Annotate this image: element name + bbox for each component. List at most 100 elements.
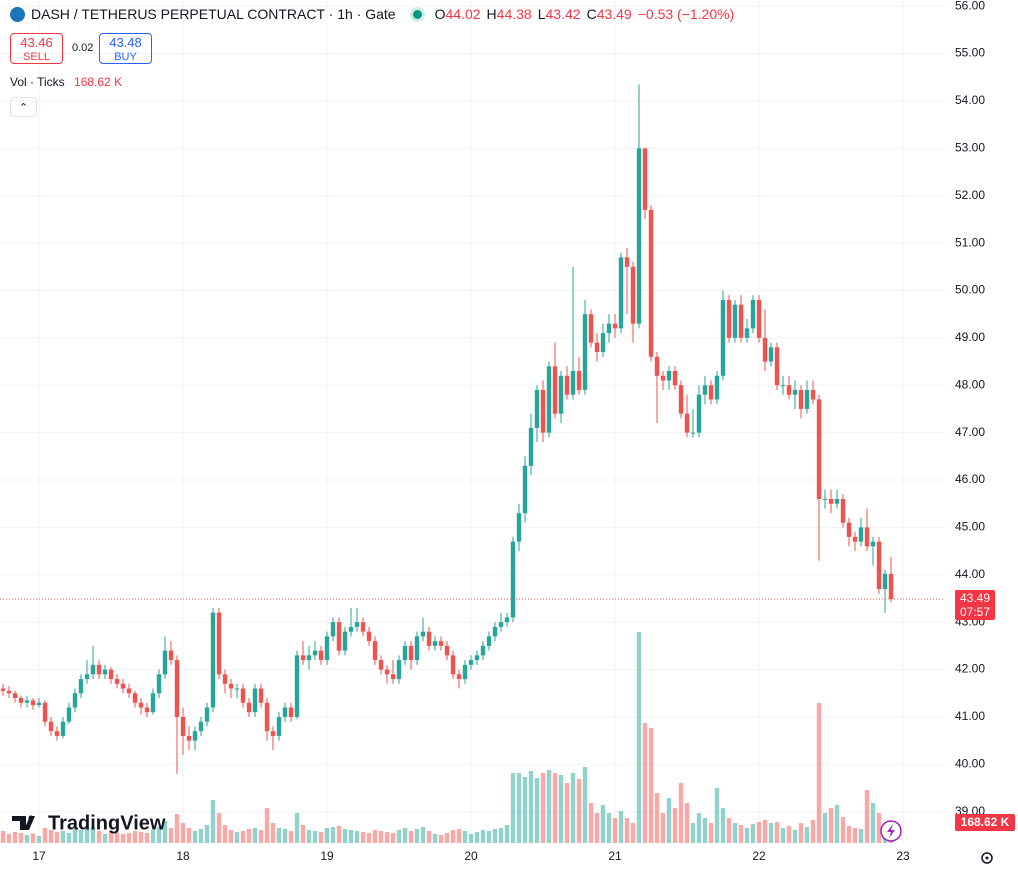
sell-price: 43.46 [20, 35, 53, 50]
volume-bar [636, 632, 642, 843]
candle-body [78, 679, 84, 694]
sell-label: SELL [23, 51, 50, 63]
volume-bar [390, 833, 396, 843]
settings-button[interactable] [981, 852, 993, 864]
volume-bar [342, 829, 348, 843]
candle-body [240, 688, 246, 703]
candle-body [570, 371, 576, 395]
candle-body [180, 716, 186, 736]
volume-title: Vol · Ticks [10, 75, 65, 89]
volume-bar [96, 831, 102, 843]
settings-icon [985, 856, 989, 860]
candle-body [186, 735, 192, 741]
volume-bar [804, 827, 810, 843]
volume-bar [300, 825, 306, 843]
buy-button[interactable]: 43.48 BUY [99, 33, 152, 64]
volume-bar [828, 808, 834, 843]
volume-bar [54, 832, 60, 843]
candle-body [786, 385, 792, 395]
volume-bar [684, 803, 690, 843]
volume-bar [366, 833, 372, 843]
candle-body [486, 636, 492, 646]
candle-body [750, 299, 756, 329]
buy-label: BUY [114, 51, 137, 63]
candle-body [792, 389, 798, 395]
candle-body [156, 674, 162, 694]
volume-bar [720, 808, 726, 843]
candle-body [516, 513, 522, 542]
y-tick-label: 55.00 [955, 46, 985, 60]
volume-bar [252, 828, 258, 843]
volume-bar [330, 827, 336, 843]
candle-body [756, 299, 762, 338]
brand-name: TradingView [48, 812, 166, 834]
header: DASH / TETHERUS PERPETUAL CONTRACT · 1h … [10, 6, 734, 22]
volume-bar [690, 823, 696, 843]
candle-body [228, 683, 234, 689]
candle-body [654, 356, 660, 376]
volume-bar [204, 825, 210, 843]
candle-body [852, 536, 858, 542]
volume-bar [750, 824, 756, 843]
symbol-icon [10, 6, 25, 22]
candle-body [888, 573, 894, 599]
candle-body [618, 257, 624, 329]
candle-body [330, 622, 336, 637]
volume-bar [732, 823, 738, 843]
volume-bar [192, 831, 198, 843]
candle-body [210, 612, 216, 708]
volume-bar [324, 828, 330, 843]
volume-bar [840, 817, 846, 843]
volume-bar [48, 830, 54, 843]
volume-bar [276, 828, 282, 843]
volume-bar [378, 831, 384, 843]
candle-body [102, 669, 108, 675]
volume-bar [672, 808, 678, 843]
x-tick-label: 20 [464, 849, 478, 863]
volume-bar [492, 829, 498, 843]
candle-body [192, 731, 198, 741]
candle-body [636, 148, 642, 324]
candle-body [474, 655, 480, 661]
volume-bar [708, 823, 714, 843]
candle-body [864, 527, 870, 547]
candle-body [132, 693, 138, 703]
candle-body [114, 679, 120, 684]
volume-bar [570, 773, 576, 843]
candle-body [324, 636, 330, 661]
y-tick-label: 51.00 [955, 235, 985, 249]
collapse-button[interactable]: ⌃ [10, 97, 37, 117]
x-tick-label: 22 [752, 849, 766, 863]
y-tick-label: 40.00 [955, 757, 985, 771]
volume-bar [12, 832, 18, 843]
volume-bar [654, 793, 660, 843]
volume-bar [510, 773, 516, 843]
volume-bar [216, 813, 222, 843]
price-tag [955, 589, 995, 620]
price-axis-bg [945, 0, 1018, 872]
candle-body [414, 636, 420, 661]
sell-button[interactable]: 43.46 SELL [10, 33, 63, 64]
y-tick-label: 53.00 [955, 140, 985, 154]
candle-body [354, 622, 360, 627]
candle-body [708, 385, 714, 400]
candle-body [768, 347, 774, 362]
volume-bar [738, 825, 744, 843]
volume-bar [240, 831, 246, 843]
volume-bar [660, 813, 666, 843]
candle-body [870, 541, 876, 547]
candle-body [780, 385, 786, 387]
candle-body [720, 299, 726, 376]
candle-body [348, 626, 354, 632]
volume-bar [594, 813, 600, 843]
candle-body [822, 498, 828, 500]
candle-body [378, 660, 384, 670]
candle-body [306, 655, 312, 661]
candle-body [546, 366, 552, 433]
volume-bar [624, 818, 630, 843]
volume-bar [780, 828, 786, 843]
candle-body [690, 432, 696, 434]
ohlc-value: 44.02 [445, 6, 481, 22]
candle-body [882, 573, 888, 590]
